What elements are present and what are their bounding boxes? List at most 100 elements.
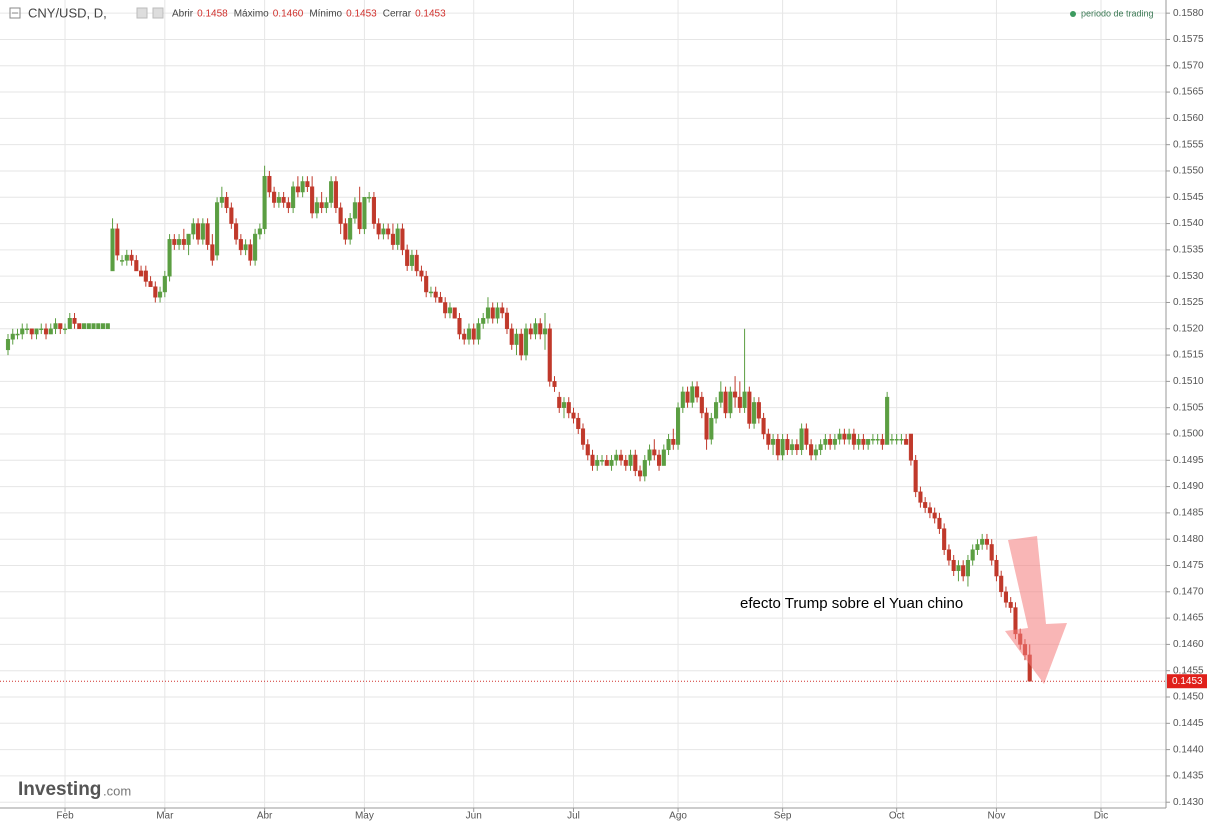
candle-body: [286, 202, 291, 209]
candle-body: [980, 538, 985, 545]
candle-body: [1008, 602, 1013, 608]
legend-label: Abrir: [172, 9, 194, 20]
candle-body: [452, 307, 457, 319]
y-tick-label: 0.1565: [1173, 87, 1204, 98]
y-tick-label: 0.1505: [1173, 402, 1204, 413]
candle-body: [352, 202, 357, 219]
candle-body: [243, 244, 248, 251]
legend-label: Máximo: [234, 9, 269, 20]
candle-body: [918, 491, 923, 503]
candle-body: [91, 323, 96, 330]
candle-body: [10, 333, 15, 340]
x-tick-label: Mar: [156, 811, 174, 822]
candle-body: [794, 444, 799, 451]
candle-body: [295, 186, 300, 193]
candle-body: [823, 438, 828, 445]
candle-body: [690, 386, 695, 403]
candle-body: [196, 223, 201, 240]
x-tick-label: May: [355, 811, 374, 822]
candle-body: [191, 223, 196, 235]
candle-body: [77, 323, 82, 330]
candle-body: [262, 175, 267, 230]
candle-body: [870, 438, 875, 441]
candle-body: [961, 565, 966, 577]
candle-body: [205, 223, 210, 245]
candle-body: [699, 396, 704, 414]
collapse-icon[interactable]: [9, 7, 21, 19]
y-tick-label: 0.1440: [1173, 744, 1204, 755]
candle-body: [177, 239, 182, 245]
candle-body: [58, 323, 63, 330]
candle-body: [951, 559, 956, 572]
candle-body: [623, 460, 628, 466]
y-tick-label: 0.1515: [1173, 350, 1204, 361]
candle-body: [329, 181, 334, 203]
candle-body: [400, 228, 405, 251]
candle-body: [571, 412, 576, 419]
candle-body: [186, 233, 191, 245]
candle-body: [580, 428, 586, 445]
candle-body: [709, 417, 714, 440]
candle-body: [908, 433, 913, 461]
candle-body: [215, 202, 220, 256]
candle-body: [476, 323, 481, 340]
candle-body: [937, 517, 942, 529]
candle-body: [984, 538, 989, 545]
candle-body: [652, 449, 657, 456]
candle-body: [29, 328, 34, 335]
y-tick-label: 0.1495: [1173, 455, 1204, 466]
candle-body: [153, 286, 158, 298]
candle-body: [609, 460, 614, 466]
candle-body: [310, 186, 315, 214]
candle-body: [333, 181, 338, 209]
candle-body: [20, 328, 25, 335]
candle-body: [181, 239, 186, 245]
candle-body: [913, 460, 918, 493]
candle-body: [861, 438, 866, 445]
candle-body: [129, 254, 134, 261]
y-tick-label: 0.1435: [1173, 771, 1204, 782]
candle-body: [143, 270, 148, 282]
candle-body: [889, 438, 894, 441]
legend-label: Mínimo: [309, 9, 342, 20]
candle-body: [386, 228, 391, 235]
candle-body: [552, 381, 557, 387]
candle-body: [742, 391, 747, 408]
candle-body: [457, 318, 462, 335]
candle-body: [495, 307, 500, 319]
candle-body: [671, 438, 676, 445]
y-tick-label: 0.1485: [1173, 508, 1204, 519]
candle-body: [300, 181, 305, 193]
candle-body: [234, 223, 239, 240]
candle-body: [471, 328, 476, 340]
candle-body: [676, 407, 681, 445]
candle-body: [24, 328, 30, 331]
candle-body: [785, 438, 790, 451]
candle-body: [62, 328, 68, 331]
candle-body: [281, 197, 286, 203]
candle-body: [53, 323, 58, 330]
candle-body: [680, 391, 685, 408]
candle-body: [832, 438, 837, 445]
y-tick-label: 0.1475: [1173, 560, 1204, 571]
candle-body: [714, 402, 719, 419]
candle-body: [376, 223, 381, 235]
legend-value: 0.1453: [415, 9, 446, 20]
y-tick-label: 0.1525: [1173, 297, 1204, 308]
candle-body: [395, 228, 400, 245]
candle-body: [999, 575, 1004, 593]
candle-body: [238, 239, 243, 251]
candle-body: [34, 328, 39, 335]
y-tick-label: 0.1455: [1173, 665, 1204, 676]
candle-body: [257, 228, 262, 235]
candle-body: [48, 328, 53, 335]
close-icon[interactable]: [152, 7, 164, 19]
candle-body: [695, 386, 700, 398]
candle-body: [519, 333, 524, 356]
candle-body: [723, 391, 728, 414]
settings-icon[interactable]: [136, 7, 148, 19]
candle-body: [134, 260, 139, 272]
candle-body: [224, 197, 229, 209]
candle-body: [756, 402, 761, 419]
candle-body: [276, 197, 281, 203]
